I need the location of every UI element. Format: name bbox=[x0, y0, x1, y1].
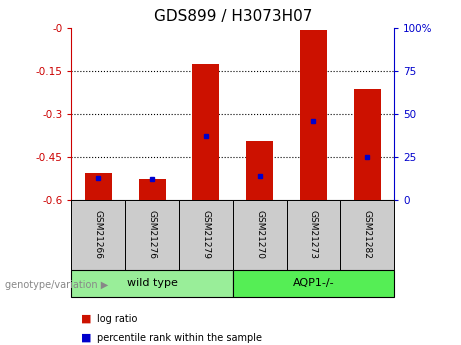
Text: GSM21282: GSM21282 bbox=[363, 210, 372, 259]
Title: GDS899 / H3073H07: GDS899 / H3073H07 bbox=[154, 9, 312, 24]
Bar bbox=[354, 89, 381, 200]
Text: GSM21273: GSM21273 bbox=[309, 210, 318, 259]
Bar bbox=[193, 63, 219, 200]
Text: log ratio: log ratio bbox=[97, 314, 137, 324]
Bar bbox=[246, 141, 273, 200]
Bar bbox=[340, 200, 394, 270]
Text: percentile rank within the sample: percentile rank within the sample bbox=[97, 333, 262, 343]
Bar bbox=[71, 270, 233, 297]
Bar bbox=[139, 179, 165, 200]
Text: ■: ■ bbox=[81, 333, 91, 343]
Bar bbox=[300, 30, 327, 200]
Text: ■: ■ bbox=[81, 314, 91, 324]
Text: GSM21266: GSM21266 bbox=[94, 210, 103, 259]
Text: GSM21279: GSM21279 bbox=[201, 210, 210, 259]
Bar bbox=[287, 200, 340, 270]
Text: genotype/variation ▶: genotype/variation ▶ bbox=[5, 280, 108, 289]
Bar bbox=[233, 270, 394, 297]
Text: AQP1-/-: AQP1-/- bbox=[293, 278, 334, 288]
Text: GSM21270: GSM21270 bbox=[255, 210, 264, 259]
Bar bbox=[125, 200, 179, 270]
Bar bbox=[71, 200, 125, 270]
Bar bbox=[233, 200, 287, 270]
Text: wild type: wild type bbox=[127, 278, 177, 288]
Bar bbox=[179, 200, 233, 270]
Text: GSM21276: GSM21276 bbox=[148, 210, 157, 259]
Bar bbox=[85, 173, 112, 200]
